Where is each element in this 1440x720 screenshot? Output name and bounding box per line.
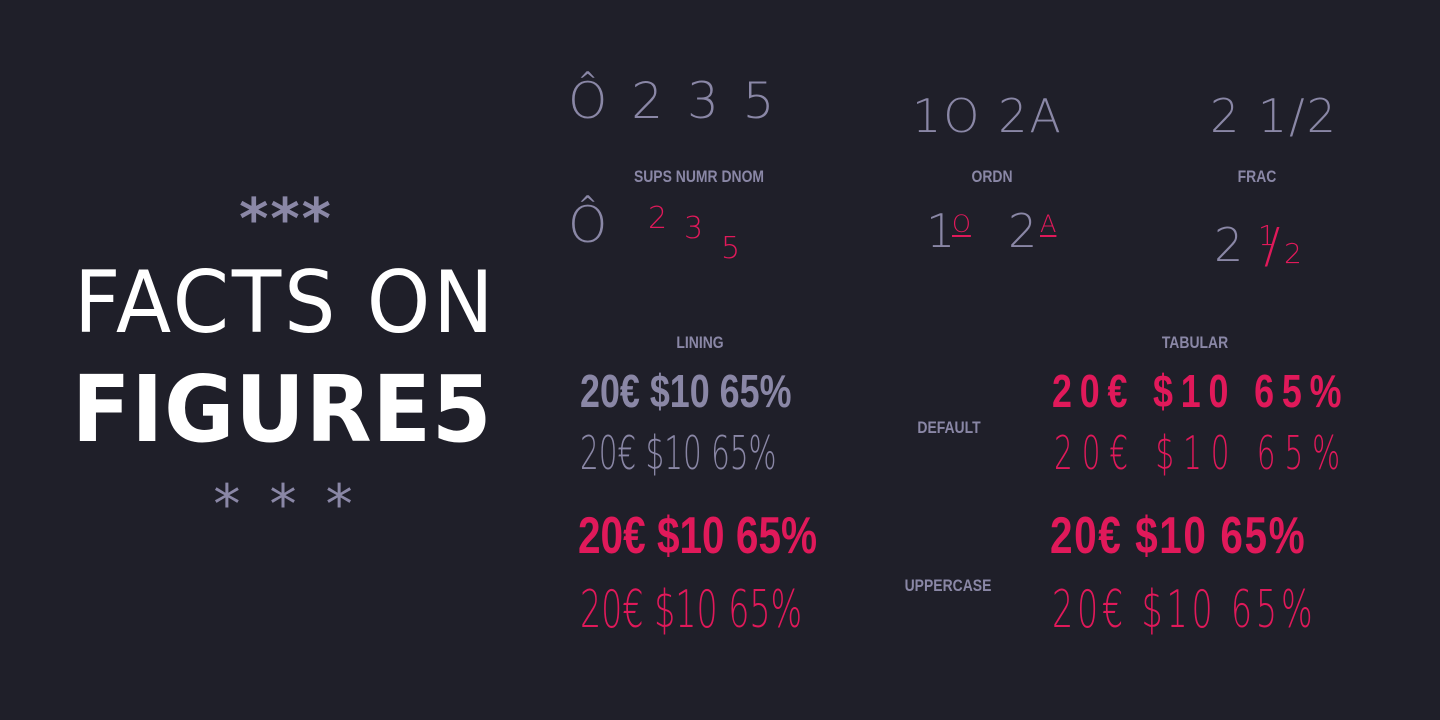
frac-slash: /	[1264, 218, 1281, 274]
default-label: DEFAULT	[917, 418, 981, 437]
dnom-denominator-digit: 5	[721, 231, 741, 266]
ordn-number-2: 2	[1008, 204, 1038, 258]
tabular-label: TABULAR	[1161, 333, 1229, 352]
tabular-default-thin: 20€ $10 65%	[1054, 426, 1350, 480]
lining-label: LINING	[676, 333, 724, 352]
frac-numerator: 1	[1258, 219, 1276, 252]
ordn-ordinal-1: O	[952, 210, 971, 238]
sups-base-glyph: Ô	[568, 196, 608, 254]
lining-uppercase-thin: 20€ $10 65%	[580, 580, 803, 640]
tabular-uppercase-thin: 20€ $10 65%	[1052, 580, 1317, 640]
frac-whole-number: 2	[1214, 218, 1244, 272]
top-asterisks: ***	[239, 187, 333, 252]
lining-uppercase-bold: 20€ $10 65%	[578, 507, 818, 565]
ordn-sample: 1O 2A	[912, 89, 1063, 143]
tabular-uppercase-bold: 20€ $10 65%	[1050, 507, 1307, 565]
sups-numr-dnom-label: SUPS NUMR DNOM	[633, 167, 765, 186]
sups-sample: Ô 2 3 5	[568, 72, 779, 130]
numr-numerator-digit: 3	[684, 211, 704, 246]
ordn-number-1: 1	[926, 204, 956, 258]
title-line-2: FIGURE5	[72, 356, 493, 463]
bottom-asterisks: * * *	[213, 473, 359, 536]
tabular-default-bold: 20€ $10 65%	[1052, 365, 1350, 417]
frac-denominator: 2	[1284, 237, 1302, 270]
title-line-1: FACTS ON	[74, 253, 497, 353]
ordn-label: ORDN	[971, 167, 1013, 186]
lining-default-thin: 20€ $10 65%	[580, 426, 777, 480]
ordn-ordinal-2: A	[1040, 210, 1057, 238]
uppercase-label: UPPERCASE	[904, 576, 992, 595]
frac-label: FRAC	[1237, 167, 1277, 186]
frac-sample: 2 1/2	[1210, 89, 1338, 143]
lining-default-bold: 20€ $10 65%	[580, 365, 792, 417]
sups-superior-digit: 2	[648, 201, 668, 236]
